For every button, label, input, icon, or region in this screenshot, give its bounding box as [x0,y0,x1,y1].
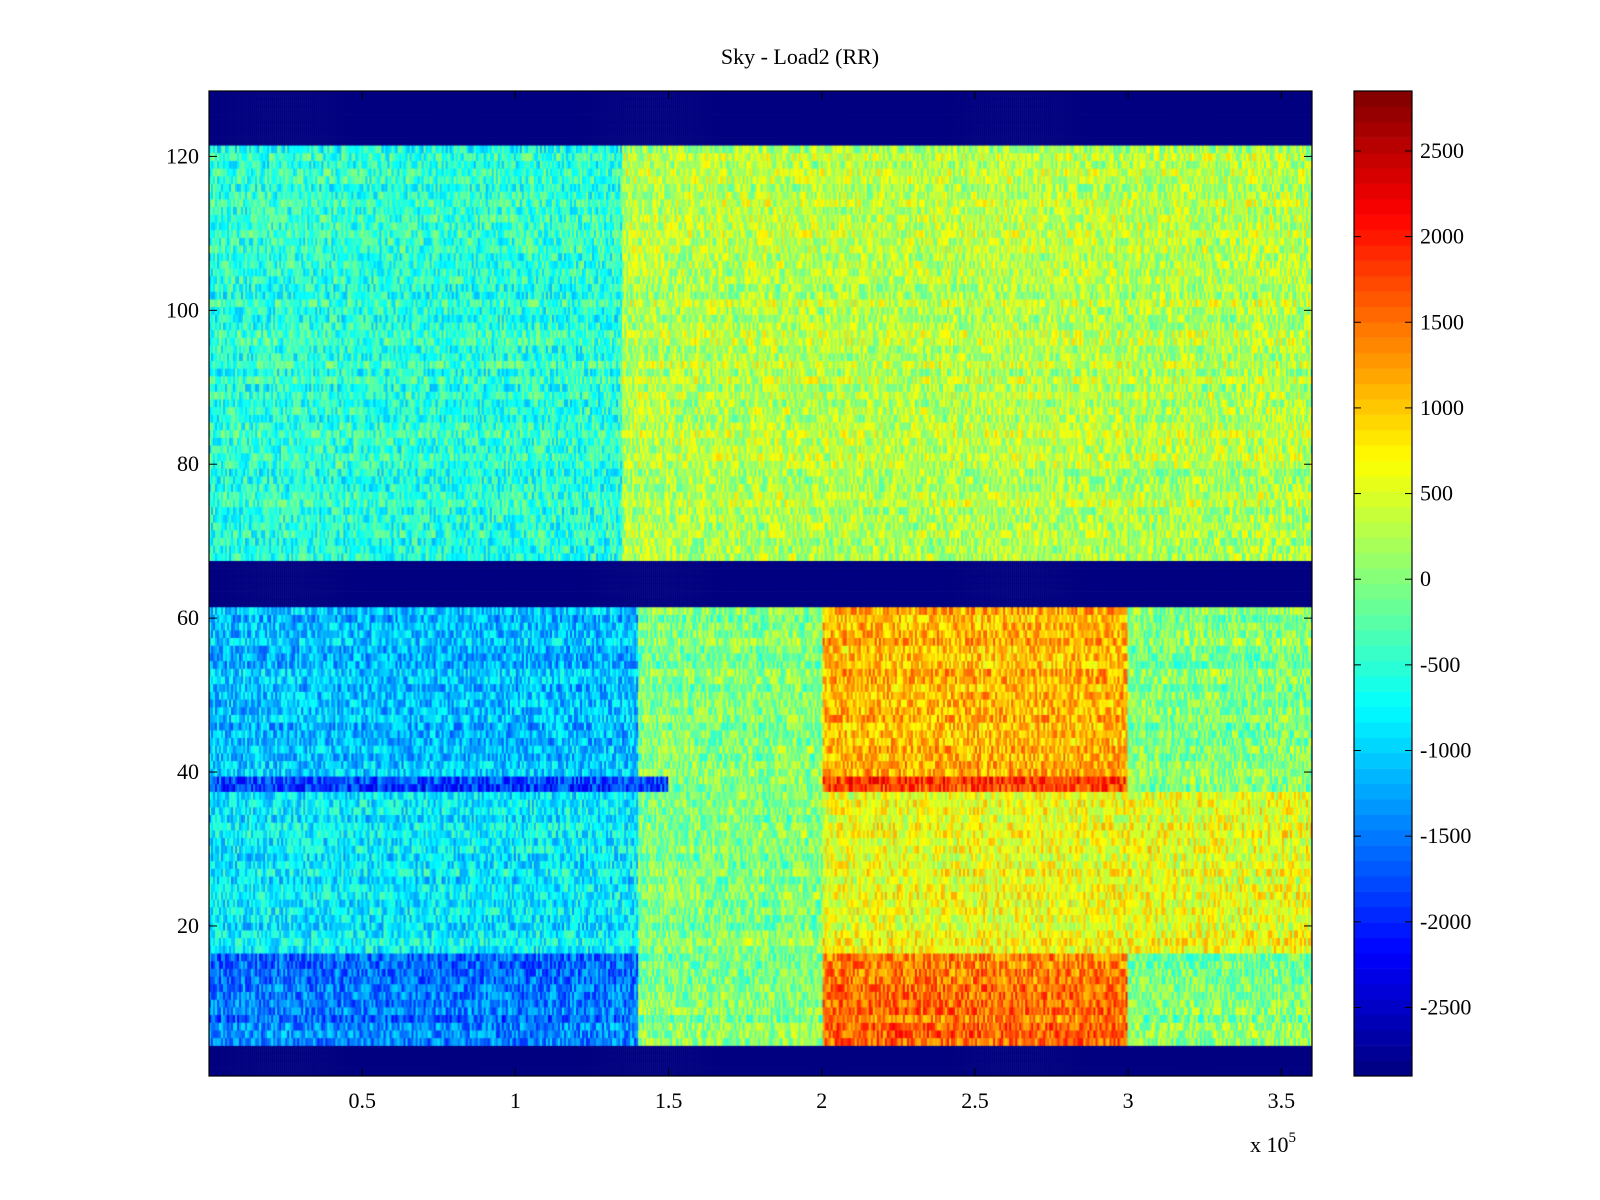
x-tick-label: 2.5 [961,1088,989,1113]
colorbar-frame [1353,90,1413,1077]
y-tick-label: 120 [166,143,199,168]
colorbar-tick-label: -1500 [1420,823,1471,848]
y-tick-label: 60 [177,605,199,630]
y-tick-label: 80 [177,451,199,476]
x-tick-label: 1.5 [655,1088,683,1113]
x-tick-label: 0.5 [348,1088,376,1113]
colorbar [1354,91,1412,1076]
y-tick-label: 100 [166,297,199,322]
colorbar-tick-label: -500 [1420,652,1460,677]
y-tick-label: 20 [177,913,199,938]
x-tick-label: 3.5 [1268,1088,1296,1113]
x-exponent-label: x 105 [1250,1130,1296,1157]
colorbar-tick-label: -1000 [1420,738,1471,763]
colorbar-tick-label: 1500 [1420,309,1464,334]
x-tick-label: 3 [1123,1088,1134,1113]
colorbar-axis: -2500 -2000 -1500 -1000 -500 0 500 1000 1500 2000… [1354,138,1471,1019]
colorbar-tick-label: 2000 [1420,224,1464,249]
x-axis: 0.5 1 1.5 2 2.5 3 3.5 [348,91,1295,1113]
colorbar-tick-label: -2000 [1420,909,1471,934]
y-tick-label: 40 [177,759,199,784]
plot-frame [208,90,1313,1077]
colorbar-tick-label: 0 [1420,566,1431,591]
colorbar-tick-label: 2500 [1420,138,1464,163]
colorbar-tick-label: 500 [1420,481,1453,506]
y-axis: 20 40 60 80 100 120 [166,143,1312,938]
colorbar-tick-label: 1000 [1420,395,1464,420]
chart-title: Sky - Load2 (RR) [720,44,880,69]
x-tick-label: 2 [816,1088,827,1113]
heatmap-plot-area [209,91,1312,1076]
x-tick-label: 1 [510,1088,521,1113]
colorbar-tick-label: -2500 [1420,994,1471,1019]
